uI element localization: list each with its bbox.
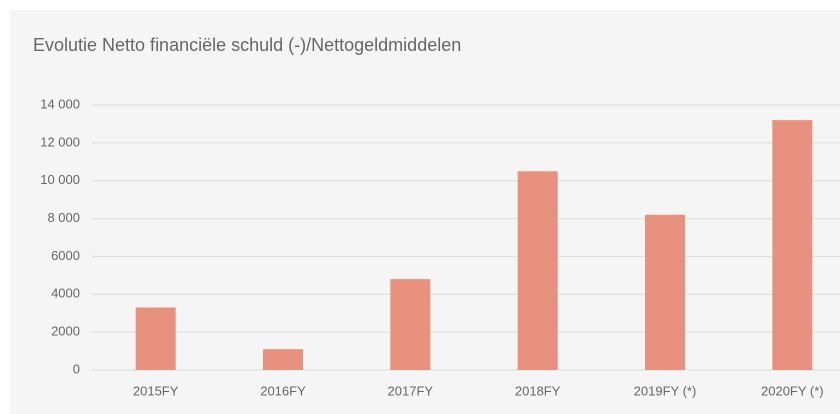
y-tick-label: 4000 xyxy=(51,286,80,301)
y-tick-label: 10 000 xyxy=(40,172,80,187)
y-tick-label: 12 000 xyxy=(40,134,80,149)
chart-title: Evolutie Netto financiële schuld (-)/Net… xyxy=(33,35,461,55)
y-tick-label: 0 xyxy=(73,361,80,376)
bar xyxy=(645,214,685,370)
x-tick-label: 2016FY xyxy=(260,383,306,398)
x-tick-label: 2017FY xyxy=(388,383,434,398)
y-tick-label: 14 000 xyxy=(40,96,80,111)
y-tick-label: 2000 xyxy=(51,324,80,339)
x-tick-label: 2020FY (*) xyxy=(761,383,824,398)
bar xyxy=(517,171,558,370)
y-tick-label: 8 000 xyxy=(47,210,80,225)
x-tick-label: 2015FY xyxy=(133,383,179,398)
y-tick-label: 6000 xyxy=(51,248,80,263)
bar xyxy=(263,349,303,370)
bar xyxy=(772,120,813,371)
bar xyxy=(390,279,431,370)
bar xyxy=(135,307,176,370)
x-tick-label: 2018FY xyxy=(515,383,561,398)
x-tick-label: 2019FY (*) xyxy=(634,383,697,398)
